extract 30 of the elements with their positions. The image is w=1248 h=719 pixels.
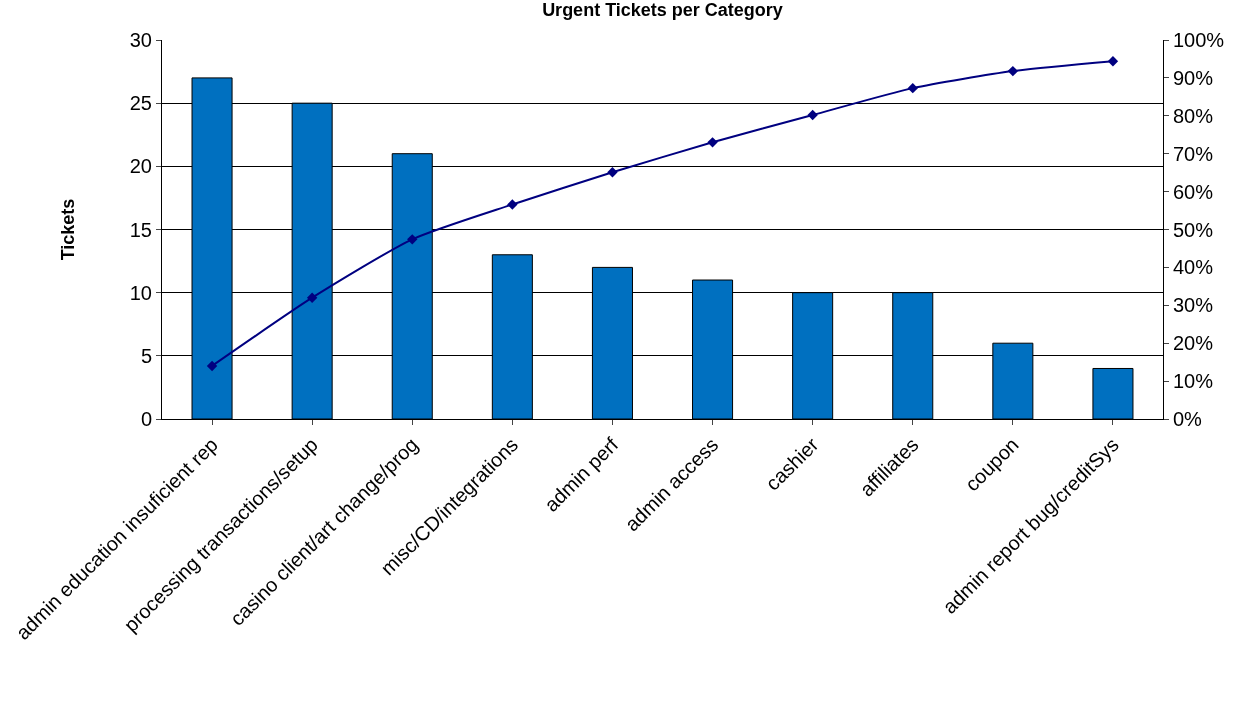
y2-tick-label: 80%	[1173, 104, 1214, 127]
point	[306, 292, 318, 303]
y-tick-label: 0	[140, 408, 152, 430]
y2-tick-label: 20%	[1173, 332, 1214, 355]
point	[507, 199, 518, 210]
y2-tick-label: 100%	[1173, 29, 1225, 51]
point	[707, 137, 718, 148]
y2-tick-label: 60%	[1173, 180, 1214, 203]
y-tick-label: 5	[140, 344, 152, 367]
y2-tick-label: 0%	[1173, 408, 1203, 430]
y2-tick-label: 90%	[1173, 66, 1214, 89]
y2-tick-label: 70%	[1173, 142, 1214, 165]
point	[407, 234, 418, 245]
y-tick-label: 15	[129, 218, 152, 241]
point	[1107, 56, 1119, 67]
chart-title: Urgent Tickets per Category	[542, 0, 783, 21]
y2-tick-label: 50%	[1173, 218, 1214, 241]
y-axis-title: Tickets	[57, 198, 78, 261]
y2-tick-label: 10%	[1173, 370, 1214, 393]
y2-tick-label: 30%	[1173, 294, 1214, 317]
y-tick-label: 20	[129, 155, 152, 178]
point	[206, 360, 218, 372]
point	[607, 167, 618, 178]
y2-tick-label: 40%	[1173, 256, 1214, 279]
point	[807, 109, 818, 121]
point	[907, 82, 918, 94]
point	[1007, 65, 1019, 77]
y-tick-label: 10	[129, 281, 152, 304]
y-tick-label: 25	[129, 92, 152, 115]
y-tick-label: 30	[129, 29, 152, 51]
